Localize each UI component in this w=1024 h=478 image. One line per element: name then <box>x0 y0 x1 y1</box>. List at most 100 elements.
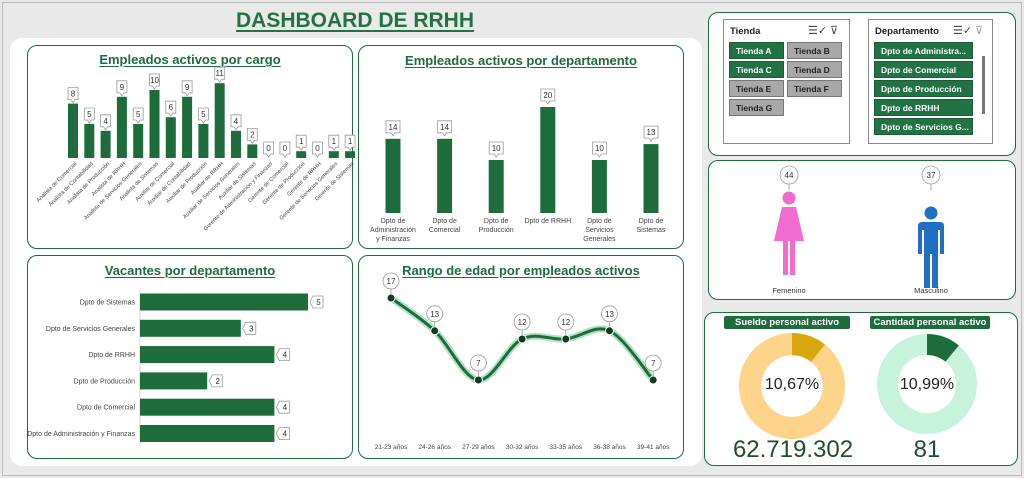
slicer-departamento[interactable]: Departamento ☰✓ ⊽ Dpto de Administra... D… <box>868 19 993 144</box>
gender-panel[interactable]: 44 Femenino 37 Masculino <box>708 160 1016 300</box>
slicer-departamento-item[interactable]: Dpto de Servicios G... <box>874 118 973 135</box>
data-label-cargo: 0 <box>315 144 320 153</box>
bar-vacantes <box>140 372 208 390</box>
clear-filter-icon[interactable]: ⊽ <box>830 25 839 37</box>
data-label-edad: 12 <box>561 318 570 327</box>
bar-cargo <box>133 124 144 158</box>
bar-vacantes <box>140 398 275 416</box>
slicer-departamento-item[interactable]: Dpto de Producción <box>874 80 973 97</box>
data-label-box <box>592 141 607 158</box>
dashboard-title: DASHBOARD DE RRHH <box>236 9 475 32</box>
bar-depto <box>385 138 401 213</box>
tick-label-edad: 21-23 años <box>375 444 408 451</box>
data-label-box <box>208 374 223 388</box>
slicer-departamento-item[interactable]: Dpto de RRHH <box>874 99 973 116</box>
bar-vacantes <box>140 319 241 337</box>
tick-label-vacantes: Dpto de Servicios Generales <box>46 326 136 333</box>
female-body-icon <box>774 207 804 275</box>
slicer-departamento-item[interactable]: Dpto de Comercial <box>874 61 973 78</box>
filter-icon[interactable]: ⊽ <box>975 25 984 37</box>
data-label-box <box>230 114 242 131</box>
chart-edad-panel[interactable]: Rango de edad por empleados activos 17 21… <box>358 255 684 459</box>
data-label-edad: 7 <box>476 359 481 368</box>
data-label-box <box>275 400 290 414</box>
point-edad <box>517 334 527 344</box>
multiselect-icon[interactable]: ☰✓ <box>808 25 828 37</box>
data-label-box <box>100 114 111 131</box>
slicer-scrollbar[interactable] <box>982 56 985 114</box>
data-label-box <box>149 73 160 90</box>
chart-depto-panel[interactable]: Empleados activos por departamento 14 Dpt… <box>358 45 684 249</box>
male-body-icon <box>918 222 944 288</box>
data-label-vacantes: 4 <box>283 403 288 412</box>
data-label-circle <box>426 305 444 323</box>
data-label-box <box>263 141 274 158</box>
multiselect-icon[interactable]: ☰✓ <box>953 25 973 37</box>
chart-depto-title: Empleados activos por departamento <box>405 53 637 68</box>
data-label-box <box>385 120 401 137</box>
slicer-departamento-label: Departamento <box>875 26 939 37</box>
data-label-edad: 17 <box>387 277 396 286</box>
male-icon <box>924 206 938 220</box>
tick-label-vacantes: Dpto de Sistemas <box>80 300 136 307</box>
data-label-genero: 44 <box>785 171 794 180</box>
data-label-cargo: 1 <box>348 137 353 146</box>
data-label-depto: 10 <box>595 144 604 153</box>
data-label-box <box>116 80 128 97</box>
point-edad <box>648 375 658 385</box>
gender-label: Masculino <box>914 286 948 295</box>
data-label-cargo: 5 <box>87 110 92 119</box>
data-label-cargo: 9 <box>120 83 125 92</box>
data-label-cargo: 0 <box>266 144 271 153</box>
data-label-cargo: 11 <box>216 69 225 78</box>
data-label-box <box>83 107 95 124</box>
slicer-tienda-item[interactable]: Tienda A <box>729 42 784 59</box>
data-label-box <box>437 120 452 137</box>
data-label-cargo: 4 <box>234 117 239 126</box>
point-edad <box>605 326 614 336</box>
tick-label-depto: Dpto de RRHH <box>524 218 571 225</box>
data-label-cargo: 1 <box>299 137 304 146</box>
slicer-tienda-item[interactable]: Tienda E <box>729 80 784 97</box>
data-label-box <box>198 107 209 124</box>
chart-cargo-panel[interactable]: Empleados activos por cargo 8 Analista de… <box>27 45 356 249</box>
data-label-depto: 14 <box>440 123 449 132</box>
bar-cargo <box>165 117 176 158</box>
tick-label-depto: Dpto de Sistemas <box>637 218 666 234</box>
bar-vacantes <box>140 346 275 364</box>
data-label-vacantes: 3 <box>249 324 254 333</box>
data-label-box <box>540 88 556 105</box>
data-label-box <box>132 107 144 124</box>
slicer-tienda[interactable]: Tienda ☰✓ ⊽ Tienda A Tienda B Tienda C Tien… <box>723 19 850 144</box>
bar-cargo <box>198 124 209 158</box>
data-label-genero: 37 <box>927 171 936 180</box>
chart-vacantes-panel[interactable]: Vacantes por departamento 5 Dpto de Siste… <box>27 255 353 459</box>
bar-cargo <box>68 103 78 158</box>
slicer-tienda-item[interactable]: Tienda G <box>729 99 784 116</box>
slicer-tienda-item[interactable]: Tienda F <box>787 80 842 97</box>
slicer-departamento-item[interactable]: Dpto de Administra... <box>874 42 973 59</box>
data-label-cargo: 6 <box>169 103 174 112</box>
slicer-tienda-item[interactable]: Tienda C <box>729 61 784 78</box>
bar-cargo <box>296 151 307 158</box>
tick-label-depto: Dpto de Administración y Finanzas <box>370 218 416 243</box>
data-label-cargo: 5 <box>201 110 206 119</box>
data-label-depto: 13 <box>647 128 656 137</box>
data-label-vacantes: 5 <box>316 298 321 307</box>
bar-vacantes <box>140 293 308 311</box>
data-label-vacantes: 4 <box>283 430 288 439</box>
data-label-circle <box>557 313 575 331</box>
slicer-tienda-item[interactable]: Tienda D <box>787 61 842 78</box>
data-label-cargo: 1 <box>332 137 337 146</box>
data-label-cargo: 5 <box>136 110 141 119</box>
gender-chart-svg: 44 Femenino 37 Masculino <box>772 165 948 295</box>
data-label-box <box>242 321 257 335</box>
tick-label-edad: 33-35 años <box>550 444 583 451</box>
bar-depto <box>643 144 659 213</box>
data-label-circle <box>382 272 400 290</box>
slicer-tienda-item[interactable]: Tienda B <box>787 42 842 59</box>
kpi-sueldo-value: 62.719.302 <box>732 436 854 463</box>
data-label-box <box>309 295 324 309</box>
data-label-box <box>295 134 307 151</box>
